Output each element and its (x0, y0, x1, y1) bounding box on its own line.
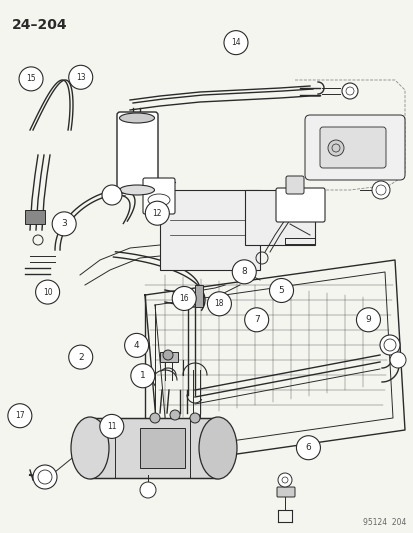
Text: 4: 4 (133, 341, 139, 350)
Circle shape (389, 352, 405, 368)
Circle shape (124, 333, 148, 358)
Circle shape (232, 260, 256, 284)
Text: 13: 13 (76, 73, 85, 82)
Ellipse shape (71, 417, 109, 479)
Ellipse shape (119, 113, 154, 123)
Circle shape (163, 350, 173, 360)
Bar (140, 428, 185, 468)
Text: 12: 12 (152, 209, 161, 217)
Circle shape (379, 335, 399, 355)
Circle shape (131, 364, 154, 388)
Bar (90, 418, 218, 478)
Circle shape (190, 413, 199, 423)
Circle shape (327, 140, 343, 156)
Text: 14: 14 (230, 38, 240, 47)
FancyBboxPatch shape (142, 178, 175, 214)
Circle shape (244, 308, 268, 332)
Circle shape (8, 403, 32, 428)
Ellipse shape (119, 185, 154, 195)
FancyBboxPatch shape (275, 188, 324, 222)
Circle shape (145, 201, 169, 225)
Text: 24–204: 24–204 (12, 18, 67, 32)
Circle shape (69, 345, 93, 369)
Text: 8: 8 (241, 268, 247, 276)
Circle shape (140, 482, 156, 498)
Circle shape (277, 473, 291, 487)
Circle shape (172, 286, 196, 311)
Text: 5: 5 (278, 286, 284, 295)
Circle shape (223, 30, 247, 55)
Circle shape (170, 410, 180, 420)
Text: 95124  204: 95124 204 (362, 518, 405, 527)
Text: 6: 6 (305, 443, 311, 452)
Circle shape (19, 67, 43, 91)
FancyBboxPatch shape (319, 127, 385, 168)
Bar (25, 210, 45, 224)
Text: 7: 7 (253, 316, 259, 324)
Bar (159, 352, 178, 362)
Circle shape (371, 181, 389, 199)
FancyBboxPatch shape (159, 190, 259, 270)
FancyBboxPatch shape (304, 115, 404, 180)
Text: 9: 9 (365, 316, 370, 324)
Text: 15: 15 (26, 75, 36, 83)
Circle shape (69, 65, 93, 90)
FancyBboxPatch shape (244, 190, 314, 245)
Bar (195, 285, 202, 307)
Text: 11: 11 (107, 422, 116, 431)
Circle shape (52, 212, 76, 236)
Text: 1: 1 (140, 372, 145, 380)
Circle shape (341, 83, 357, 99)
FancyBboxPatch shape (285, 176, 303, 194)
Text: 10: 10 (43, 288, 52, 296)
Circle shape (207, 292, 231, 316)
FancyBboxPatch shape (276, 487, 294, 497)
FancyBboxPatch shape (117, 112, 158, 193)
Circle shape (356, 308, 380, 332)
Circle shape (33, 465, 57, 489)
Text: 2: 2 (78, 353, 83, 361)
Circle shape (150, 413, 159, 423)
Circle shape (296, 435, 320, 460)
Text: 3: 3 (61, 220, 67, 228)
Circle shape (269, 278, 293, 303)
Ellipse shape (199, 417, 236, 479)
Circle shape (102, 185, 122, 205)
Circle shape (36, 280, 59, 304)
Text: 16: 16 (179, 294, 189, 303)
Text: 17: 17 (15, 411, 25, 420)
Text: 18: 18 (214, 300, 223, 308)
Circle shape (100, 414, 123, 439)
